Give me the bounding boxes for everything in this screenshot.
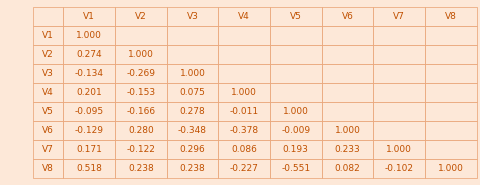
Text: 0.171: 0.171 (76, 145, 102, 154)
Text: V8: V8 (42, 164, 54, 173)
Text: 0.201: 0.201 (76, 88, 102, 97)
Text: V5: V5 (42, 107, 54, 116)
Text: 0.193: 0.193 (283, 145, 309, 154)
Text: 1.000: 1.000 (76, 31, 102, 40)
Text: 0.278: 0.278 (180, 107, 205, 116)
Text: -0.134: -0.134 (74, 69, 104, 78)
Text: V7: V7 (393, 12, 405, 21)
Text: -0.348: -0.348 (178, 126, 207, 135)
Text: -0.102: -0.102 (384, 164, 414, 173)
Text: V3: V3 (42, 69, 54, 78)
Text: 0.238: 0.238 (180, 164, 205, 173)
Text: -0.378: -0.378 (229, 126, 259, 135)
Text: 1.000: 1.000 (438, 164, 464, 173)
Text: -0.269: -0.269 (126, 69, 156, 78)
Text: V4: V4 (238, 12, 250, 21)
Text: V5: V5 (290, 12, 302, 21)
Text: -0.129: -0.129 (74, 126, 104, 135)
Text: -0.227: -0.227 (230, 164, 259, 173)
Text: 0.075: 0.075 (180, 88, 205, 97)
Text: 0.238: 0.238 (128, 164, 154, 173)
Text: 1.000: 1.000 (283, 107, 309, 116)
Text: 0.296: 0.296 (180, 145, 205, 154)
Text: -0.166: -0.166 (126, 107, 156, 116)
Text: V7: V7 (42, 145, 54, 154)
Text: -0.153: -0.153 (126, 88, 156, 97)
Text: 0.518: 0.518 (76, 164, 102, 173)
Text: 0.086: 0.086 (231, 145, 257, 154)
Text: 0.280: 0.280 (128, 126, 154, 135)
Text: 1.000: 1.000 (180, 69, 205, 78)
Text: 0.082: 0.082 (335, 164, 360, 173)
Text: V1: V1 (42, 31, 54, 40)
Text: 1.000: 1.000 (128, 50, 154, 59)
Text: 1.000: 1.000 (386, 145, 412, 154)
Text: -0.551: -0.551 (281, 164, 311, 173)
Text: 0.274: 0.274 (76, 50, 102, 59)
Text: 0.233: 0.233 (335, 145, 360, 154)
Text: 1.000: 1.000 (335, 126, 360, 135)
Text: V2: V2 (42, 50, 54, 59)
Text: V3: V3 (187, 12, 198, 21)
Text: V6: V6 (42, 126, 54, 135)
Text: V2: V2 (135, 12, 147, 21)
Text: 1.000: 1.000 (231, 88, 257, 97)
Text: V4: V4 (42, 88, 54, 97)
Text: -0.011: -0.011 (229, 107, 259, 116)
Text: -0.122: -0.122 (126, 145, 155, 154)
Text: V6: V6 (342, 12, 353, 21)
Text: V8: V8 (445, 12, 457, 21)
Text: V1: V1 (83, 12, 95, 21)
Text: -0.095: -0.095 (74, 107, 104, 116)
Text: -0.009: -0.009 (281, 126, 311, 135)
